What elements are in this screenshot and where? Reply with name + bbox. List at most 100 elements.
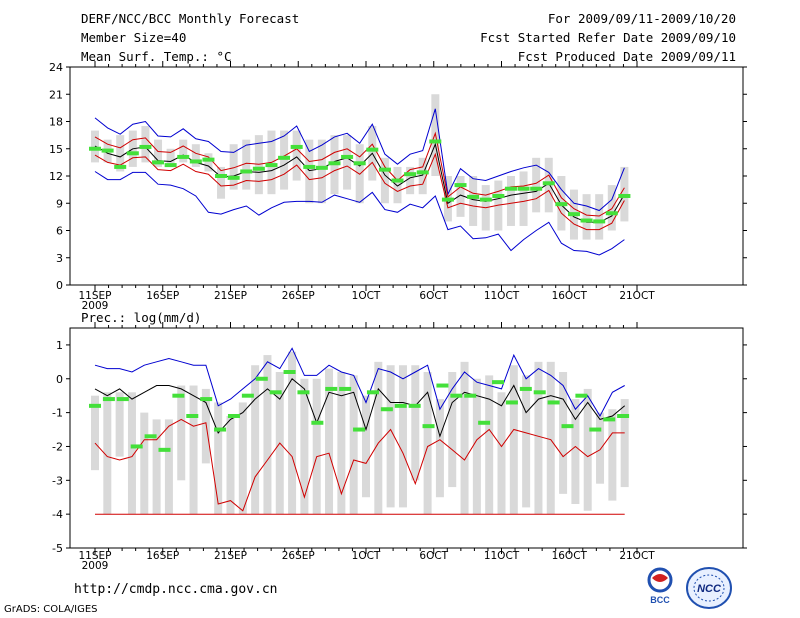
range-box [317, 139, 326, 204]
observed-marker [339, 386, 352, 391]
range-box [103, 392, 112, 515]
observed-marker [265, 163, 278, 168]
x-tick-label: 26SEP [282, 290, 315, 302]
observed-marker [164, 163, 177, 168]
y-tick-label: 0 [56, 373, 63, 386]
range-box [251, 365, 260, 515]
y-tick-label: 12 [49, 170, 63, 183]
observed-marker [542, 181, 555, 186]
series-line-ensemble-max [94, 347, 625, 418]
observed-marker [89, 146, 101, 151]
observed-marker [278, 155, 291, 160]
observed-marker [492, 380, 505, 385]
observed-marker [200, 397, 213, 402]
observed-marker [102, 397, 115, 402]
observed-marker [555, 202, 568, 207]
range-box [305, 139, 314, 204]
precip-label: Prec.: log(mm/d) [81, 310, 201, 325]
x-tick-label: 21SEP [214, 550, 247, 562]
observed-marker [408, 403, 421, 408]
series-line-ensemble-min [94, 418, 625, 512]
observed-marker [478, 420, 491, 425]
y-tick-label: 6 [56, 225, 63, 238]
fcst-produced: Fcst Produced Date 2009/09/11 [517, 49, 736, 64]
range-box [456, 176, 465, 217]
series-line-ensemble-max [94, 108, 625, 212]
observed-marker [241, 393, 254, 398]
y-tick-label: 18 [49, 116, 63, 129]
observed-marker [429, 139, 442, 144]
observed-marker [441, 197, 454, 202]
y-tick-label: 0 [56, 279, 63, 292]
observed-marker [214, 427, 227, 432]
chart-title: DERF/NCC/BCC Monthly Forecast [81, 11, 300, 26]
observed-marker [240, 169, 253, 174]
range-box [288, 351, 297, 515]
x-tick-label: 21OCT [619, 290, 655, 302]
observed-marker [589, 427, 602, 432]
range-box [448, 372, 457, 488]
fcst-started: Fcst Started Refer Date 2009/09/10 [480, 30, 736, 45]
panel-temperature: 0 3 6 9 12 15 18 21 24 11SEP 16SEP 21SEP 26SEP 1OCT 6O… [49, 61, 747, 312]
x-tick-label: 11OCT [484, 290, 520, 302]
range-box [583, 388, 592, 511]
observed-marker [436, 383, 449, 388]
range-box [546, 361, 555, 515]
range-box [191, 144, 200, 167]
range-box [423, 372, 432, 515]
x-tick-label: 16SEP [146, 550, 179, 562]
observed-marker [215, 174, 228, 178]
range-box [608, 409, 617, 501]
range-box [242, 139, 251, 190]
range-box [229, 144, 238, 190]
range-box [300, 378, 309, 515]
observed-marker [353, 161, 366, 166]
observed-marker [519, 386, 532, 391]
observed-marker [139, 144, 152, 149]
observed-marker [114, 164, 127, 169]
observed-marker [269, 390, 282, 395]
range-box [406, 166, 415, 195]
observed-marker [380, 407, 393, 412]
x-tick-label: 16OCT [552, 550, 588, 562]
observed-marker [391, 178, 404, 183]
observed-marker [227, 175, 240, 180]
ncc-logo-text: NCC [697, 583, 722, 595]
x-tick-label: 1OCT [352, 290, 381, 302]
range-box [460, 361, 469, 515]
grads-credit: GrADS: COLA/IGES [4, 604, 98, 615]
y-tick-label: -3 [52, 474, 63, 487]
range-box [532, 157, 541, 213]
observed-marker [450, 393, 463, 398]
y-tick-label: 21 [49, 88, 63, 101]
observed-marker [464, 393, 477, 398]
range-box [179, 139, 188, 163]
observed-marker [533, 390, 546, 395]
observed-marker [567, 212, 580, 217]
y-tick-label: 3 [56, 252, 63, 265]
observed-marker [517, 186, 530, 191]
observed-marker [89, 403, 101, 408]
footer-url[interactable]: http://cmdp.ncc.cma.gov.cn [74, 582, 278, 597]
observed-marker [144, 434, 157, 439]
range-box [418, 157, 427, 195]
observed-marker [394, 403, 407, 408]
x-tick-label: 21SEP [214, 290, 247, 302]
series-line-lower-spread [94, 152, 625, 231]
observed-marker [172, 393, 185, 398]
y-tick-label: 24 [49, 61, 63, 74]
observed-marker [126, 151, 139, 156]
range-box [509, 365, 518, 515]
observed-marker [328, 161, 341, 166]
observed-marker [189, 159, 202, 164]
forecast-period: For 2009/09/11-2009/10/20 [547, 11, 736, 26]
temp-label: Mean Surf. Temp.: °C [81, 49, 232, 64]
series-line-upper-spread [94, 131, 625, 217]
x-tick-label: 11SEP [79, 290, 112, 302]
x-tick-label: 6OCT [419, 290, 448, 302]
observed-marker [505, 400, 518, 405]
ncc-logo-icon: NCC [686, 567, 732, 609]
series-line-mean [94, 378, 626, 438]
range-box [177, 385, 186, 481]
observed-marker [404, 172, 417, 177]
